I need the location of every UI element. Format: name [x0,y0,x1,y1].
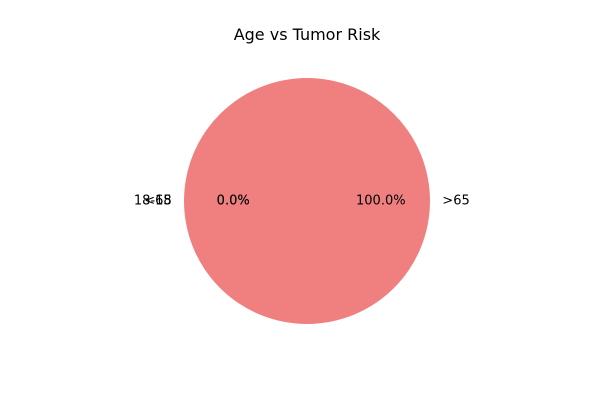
slice-category-label: <18 [144,194,171,209]
pie-slice [184,78,430,324]
slice-percent-label: 100.0% [356,194,406,209]
chart-title: Age vs Tumor Risk [234,25,381,44]
slice-category-label: 18-65 [134,194,172,209]
slice-category-label: >65 [442,194,469,209]
pie-slices [184,78,430,324]
slice-percent-label: 0.0% [217,194,250,209]
slice-percent-label: 0.0% [217,194,250,209]
